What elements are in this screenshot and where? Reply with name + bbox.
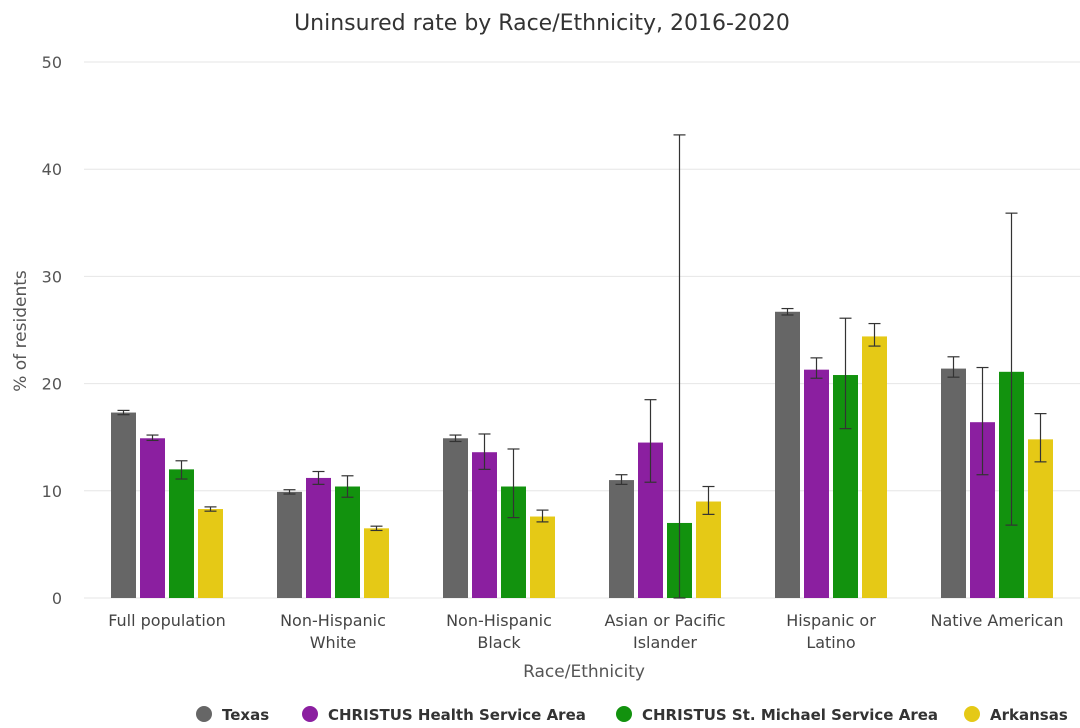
legend-item[interactable]: CHRISTUS Health Service Area [302,706,586,724]
x-axis-title: Race/Ethnicity [523,662,645,682]
bar [443,438,468,598]
legend-label: Texas [222,706,269,724]
bar [941,369,966,598]
bar [140,438,165,598]
bar [306,478,331,598]
legend-item[interactable]: Arkansas [964,706,1068,724]
bar [696,502,721,598]
legend: Texas CHRISTUS Health Service Area CHRISTU… [196,706,1068,724]
gridlines [84,62,1080,598]
y-tick-label: 50 [42,53,62,72]
y-tick-label: 10 [42,482,62,501]
y-axis-ticks: 0 10 20 30 40 50 [42,53,62,608]
chart-title: Uninsured rate by Race/Ethnicity, 2016-2… [294,11,790,36]
x-axis-categories: Full population Non-Hispanic White Non-Hisp… [108,611,1063,652]
x-category-label: Native American [930,611,1063,630]
legend-item[interactable]: Texas [196,706,269,724]
error-bars [118,135,1047,598]
bar [530,517,555,598]
bar [169,469,194,598]
legend-item[interactable]: CHRISTUS St. Michael Service Area [616,706,938,724]
bar [609,480,634,598]
bar [472,452,497,598]
legend-marker [616,706,632,722]
y-tick-label: 20 [42,375,62,394]
legend-label: Arkansas [990,706,1068,724]
bar [1028,439,1053,598]
y-tick-label: 30 [42,267,62,286]
bar [364,528,389,598]
bar [198,509,223,598]
legend-marker [302,706,318,722]
y-axis-title: % of residents [11,270,31,392]
y-tick-label: 0 [52,589,62,608]
legend-label: CHRISTUS St. Michael Service Area [642,706,938,724]
y-tick-label: 40 [42,160,62,179]
x-category-label: Asian or Pacific Islander [604,611,725,652]
x-category-label: Hispanic or Latino [786,611,876,652]
bar [862,336,887,598]
x-category-label: Non-Hispanic Black [446,611,552,652]
legend-marker [196,706,212,722]
x-category-label: Non-Hispanic White [280,611,386,652]
bar [277,492,302,598]
bars [111,312,1053,598]
bar [111,413,136,598]
legend-label: CHRISTUS Health Service Area [328,706,586,724]
bar [335,487,360,598]
x-category-label: Full population [108,611,226,630]
bar [775,312,800,598]
bar [804,370,829,598]
legend-marker [964,706,980,722]
